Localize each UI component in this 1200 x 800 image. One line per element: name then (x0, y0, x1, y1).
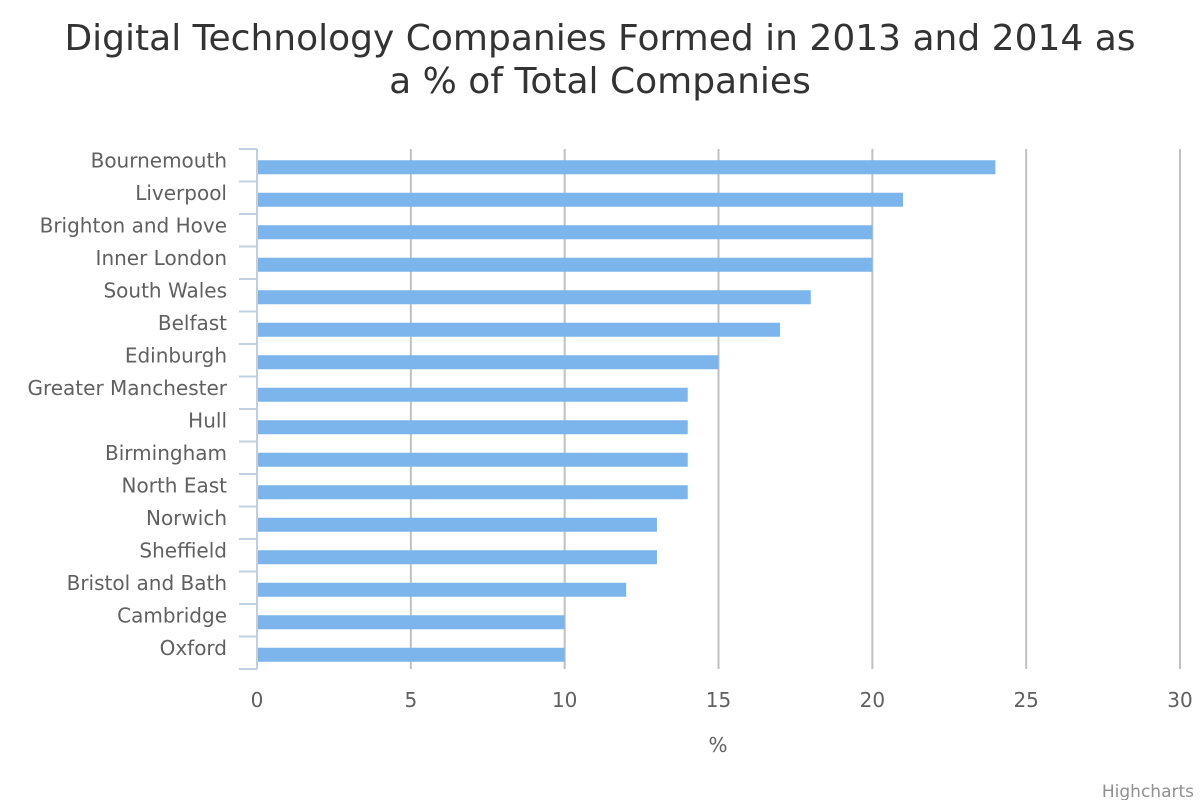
bar[interactable] (258, 387, 688, 402)
category-label: Cambridge (117, 603, 227, 627)
value-tick-label: 10 (552, 688, 577, 712)
category-labels: Bournemouth Liverpool Brighton and Hove Inn… (27, 148, 227, 660)
category-axis (239, 148, 258, 670)
value-tick-label: 5 (404, 688, 417, 712)
chart-title-line-2: a % of Total Companies (389, 61, 811, 102)
category-label: Edinburgh (125, 343, 227, 367)
bar[interactable] (258, 550, 657, 565)
category-label: Greater Manchester (27, 376, 227, 400)
category-label: Liverpool (135, 181, 227, 205)
value-tick-label: 20 (860, 688, 885, 712)
bar[interactable] (258, 160, 996, 175)
category-label: South Wales (103, 278, 227, 302)
bar[interactable] (258, 582, 627, 597)
category-label: Norwich (146, 506, 227, 530)
value-tick-label: 25 (1013, 688, 1038, 712)
value-axis-title: % (708, 733, 727, 757)
category-label: Inner London (96, 246, 227, 270)
credits-link[interactable]: Highcharts (1102, 782, 1194, 800)
value-tick-label: 30 (1167, 688, 1192, 712)
bar[interactable] (258, 647, 565, 662)
value-tick-label: 15 (706, 688, 731, 712)
category-label: Bristol and Bath (67, 571, 227, 595)
chart-title-line-1: Digital Technology Companies Formed in 2… (64, 18, 1135, 59)
category-label: Hull (188, 408, 227, 432)
category-label: Oxford (160, 636, 227, 660)
category-label: North East (122, 473, 228, 497)
value-axis-labels: 0 5 10 15 20 25 30 (251, 688, 1193, 712)
category-label: Belfast (158, 311, 227, 335)
bar[interactable] (258, 225, 873, 240)
value-tick-label: 0 (251, 688, 264, 712)
bar-series (258, 160, 996, 662)
category-label: Sheffield (139, 538, 227, 562)
category-label: Bournemouth (91, 148, 227, 172)
bar[interactable] (258, 322, 781, 337)
bar[interactable] (258, 517, 657, 532)
bar[interactable] (258, 192, 904, 207)
category-label: Brighton and Hove (40, 213, 227, 237)
bar[interactable] (258, 355, 719, 370)
bar[interactable] (258, 420, 688, 435)
bar[interactable] (258, 452, 688, 467)
bar[interactable] (258, 290, 811, 305)
category-label: Birmingham (105, 441, 227, 465)
bar[interactable] (258, 485, 688, 500)
bar[interactable] (258, 257, 873, 272)
bar[interactable] (258, 615, 565, 630)
